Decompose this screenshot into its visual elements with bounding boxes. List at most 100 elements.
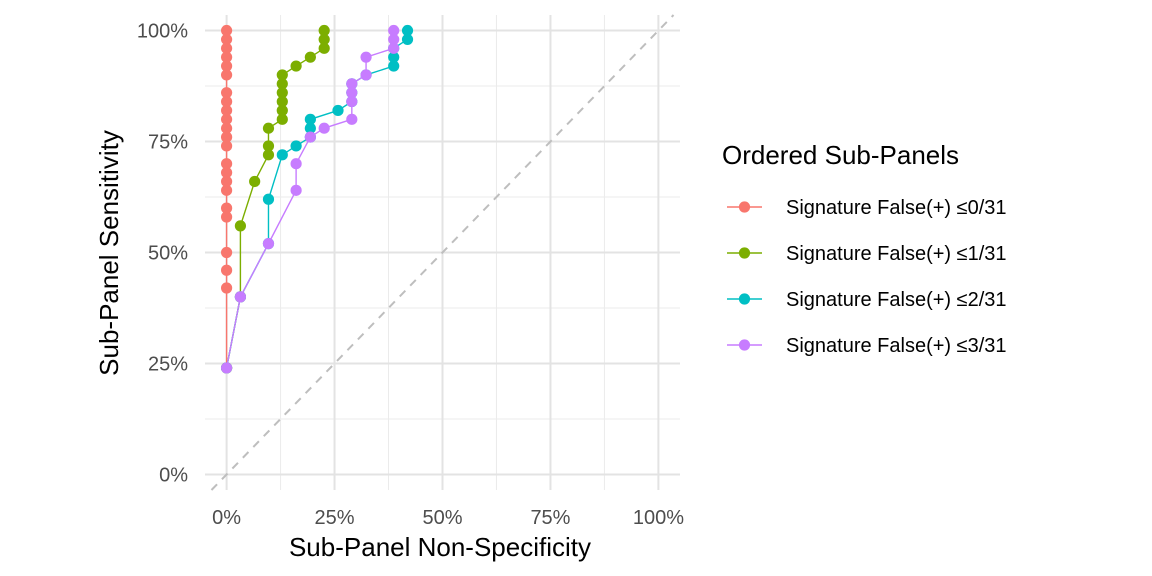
x-tick-label: 25% [315, 507, 355, 529]
data-point [220, 42, 233, 54]
data-point [220, 131, 233, 143]
legend-key-point [738, 293, 751, 305]
data-point [290, 60, 302, 72]
x-axis-title: Sub-Panel Non-Specificity [289, 532, 591, 562]
legend-title: Ordered Sub-Panels [722, 140, 959, 170]
data-point [220, 95, 233, 108]
data-point [234, 220, 247, 232]
data-point [234, 291, 247, 303]
data-point [220, 264, 233, 276]
series-1 [220, 24, 233, 374]
data-point [220, 60, 233, 72]
data-point [262, 193, 275, 205]
data-point [304, 122, 316, 134]
y-axis-tick-labels: 0% 25% 50% 75% 100% [137, 21, 188, 487]
data-point [276, 87, 288, 99]
y-tick-label: 0% [159, 464, 188, 486]
data-point [304, 51, 316, 63]
data-point [262, 122, 275, 134]
data-point [346, 95, 358, 108]
data-point [262, 140, 275, 152]
data-point [290, 158, 302, 170]
data-point [220, 140, 233, 152]
data-point [388, 24, 400, 37]
data-point [318, 33, 330, 46]
data-point [262, 149, 275, 161]
y-tick-label: 100% [137, 21, 188, 43]
data-point [304, 113, 316, 125]
reference-diagonal [210, 14, 675, 491]
data-point [220, 33, 233, 46]
series-4 [220, 24, 400, 374]
data-point [276, 78, 288, 90]
data-point [220, 211, 233, 223]
data-point [249, 175, 261, 188]
data-point [360, 69, 372, 81]
legend-key-point [738, 247, 751, 259]
legend-item: Signature False(+) ≤3/31 [727, 335, 1007, 357]
data-point [220, 158, 233, 170]
data-point [401, 33, 414, 46]
legend-label: Signature False(+) ≤3/31 [786, 335, 1007, 357]
series-line [225, 30, 325, 369]
series-2 [220, 24, 330, 374]
data-point [346, 87, 358, 99]
legend-label: Signature False(+) ≤2/31 [786, 289, 1007, 311]
data-point [332, 104, 344, 117]
legend-key-point [738, 339, 751, 351]
legend-label: Signature False(+) ≤1/31 [786, 243, 1007, 265]
x-tick-label: 0% [212, 507, 241, 529]
data-point [220, 104, 233, 117]
data-point [276, 69, 288, 81]
series-line [225, 30, 395, 369]
data-point [318, 24, 330, 37]
data-point [290, 184, 302, 196]
data-point [388, 60, 400, 72]
data-point [220, 362, 233, 374]
data-point [401, 24, 414, 37]
data-point [388, 42, 400, 54]
y-axis-title: Sub-Panel Sensitivity [94, 130, 124, 376]
data-point [346, 113, 358, 125]
data-point [276, 104, 288, 117]
data-point [318, 42, 330, 54]
y-tick-label: 75% [148, 132, 188, 154]
legend-item: Signature False(+) ≤2/31 [727, 289, 1007, 311]
data-point [220, 175, 233, 188]
data-point [304, 131, 316, 143]
data-point [220, 202, 233, 214]
data-point [360, 51, 372, 63]
x-tick-label: 50% [422, 507, 462, 529]
x-tick-label: 100% [633, 507, 684, 529]
data-point [220, 51, 233, 63]
data-point [220, 122, 233, 134]
legend-item: Signature False(+) ≤1/31 [727, 243, 1007, 265]
data-point [262, 238, 275, 250]
data-point [220, 87, 233, 99]
data-point [220, 246, 233, 259]
data-point [220, 113, 233, 125]
data-point [388, 33, 400, 46]
legend-item: Signature False(+) ≤0/31 [727, 197, 1007, 219]
y-tick-label: 50% [148, 243, 188, 265]
legend-label: Signature False(+) ≤0/31 [786, 197, 1007, 219]
data-point [220, 24, 233, 37]
data-point [220, 282, 233, 294]
data-point [318, 122, 330, 134]
data-point [276, 95, 288, 108]
diagonal-reference-line [210, 14, 675, 491]
legend: Ordered Sub-Panels Signature False(+) ≤0… [722, 140, 1007, 357]
series-3 [220, 24, 414, 374]
data-point [346, 78, 358, 90]
data-point [388, 51, 400, 63]
data-point [220, 184, 233, 196]
y-tick-label: 25% [148, 353, 188, 375]
legend-items: Signature False(+) ≤0/31 Signature False(… [727, 197, 1007, 357]
legend-key-point [738, 201, 751, 213]
data-point [220, 69, 233, 81]
major-gridlines [205, 15, 680, 490]
series-layer [220, 24, 414, 374]
x-tick-label: 75% [530, 507, 570, 529]
data-point [220, 166, 233, 179]
